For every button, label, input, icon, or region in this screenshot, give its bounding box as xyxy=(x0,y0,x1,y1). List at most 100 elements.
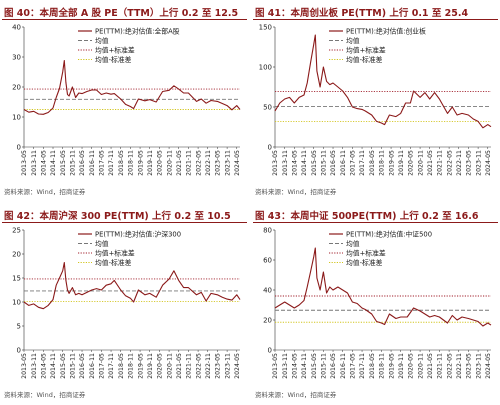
x-tick-label: 2015-11 xyxy=(70,150,77,176)
chart-title: 图 43：本周中证 500PE(TTM) 上行 0.2 至 16.6 xyxy=(255,211,479,222)
x-tick-label: 2015-05 xyxy=(60,150,67,176)
x-tick-label: 2013-05 xyxy=(272,353,279,379)
title-divider xyxy=(2,222,247,223)
chart-panel-chinext: 图 41：本周创业板 PE(TTM) 上行 0.1 至 25.4 0 50 100 1… xyxy=(253,2,498,200)
x-tick-label: 2016-05 xyxy=(330,353,337,379)
y-tick-label: 20 xyxy=(263,317,272,325)
x-tick-label: 2021-05 xyxy=(427,150,434,176)
y-tick-label: 0 xyxy=(268,347,272,355)
x-tick-label: 2015-05 xyxy=(60,353,67,379)
y-tick-label: 0 xyxy=(17,144,21,152)
x-tick-label: 2016-05 xyxy=(330,150,337,176)
y-tick-label: 0 xyxy=(268,144,272,152)
x-tick-label: 2019-11 xyxy=(147,150,154,176)
x-tick-label: 2020-11 xyxy=(166,353,173,379)
legend-mean-label: 均值 xyxy=(346,36,360,45)
x-tick-label: 2022-11 xyxy=(205,353,212,379)
x-tick-label: 2023-05 xyxy=(466,353,473,379)
x-tick-label: 2020-11 xyxy=(166,150,173,176)
title-divider xyxy=(2,19,247,20)
x-tick-label: 2013-11 xyxy=(31,150,38,176)
x-tick-label: 2016-11 xyxy=(89,150,96,176)
x-tick-label: 2018-05 xyxy=(369,150,376,176)
legend-plus-sd-label: 均值+标准差 xyxy=(346,46,386,55)
x-tick-label: 2021-05 xyxy=(176,150,183,176)
title-divider xyxy=(253,19,498,20)
x-tick-label: 2022-11 xyxy=(205,150,212,176)
x-tick-label: 2016-11 xyxy=(340,353,347,379)
x-tick-label: 2017-05 xyxy=(99,150,106,176)
x-tick-label: 2018-05 xyxy=(118,353,125,379)
chart-title: 图 41：本周创业板 PE(TTM) 上行 0.1 至 25.4 xyxy=(255,8,469,19)
legend-minus-sd-label: 均值-标准差 xyxy=(95,258,132,267)
x-tick-label: 2013-05 xyxy=(21,353,28,379)
y-tick-label: 10 xyxy=(12,299,21,307)
x-tick-label: 2019-05 xyxy=(388,353,395,379)
x-tick-label: 2014-11 xyxy=(301,150,308,176)
x-tick-label: 2023-11 xyxy=(475,150,482,176)
x-tick-label: 2019-11 xyxy=(398,353,405,379)
x-tick-label: 2021-11 xyxy=(437,353,444,379)
legend-mean-label: 均值 xyxy=(346,239,360,248)
x-tick-label: 2024-05 xyxy=(234,353,241,379)
chart-panel-all-a-shares: 图 40：本周全部 A 股 PE（TTM）上行 0.2 至 12.5 0 10 20… xyxy=(2,2,247,200)
y-tick-label: 5 xyxy=(17,323,21,331)
x-tick-label: 2014-05 xyxy=(41,150,48,176)
x-tick-label: 2015-11 xyxy=(321,150,328,176)
x-tick-label: 2019-05 xyxy=(137,353,144,379)
x-tick-label: 2023-11 xyxy=(475,353,482,379)
chart-panel-csi500: 图 43：本周中证 500PE(TTM) 上行 0.2 至 16.6 0 20 40… xyxy=(253,205,498,403)
x-tick-label: 2021-11 xyxy=(186,150,193,176)
x-tick-label: 2014-11 xyxy=(50,353,57,379)
x-tick-label: 2020-11 xyxy=(417,353,424,379)
x-tick-label: 2022-11 xyxy=(456,150,463,176)
x-tick-label: 2023-11 xyxy=(224,150,231,176)
y-tick-label: 40 xyxy=(12,24,21,32)
y-tick-label: 20 xyxy=(12,251,21,259)
x-tick-label: 2013-11 xyxy=(282,353,289,379)
pe-series-line xyxy=(23,60,241,115)
legend-minus-sd-label: 均值-标准差 xyxy=(346,258,383,267)
x-tick-label: 2016-11 xyxy=(89,353,96,379)
x-tick-label: 2022-05 xyxy=(446,150,453,176)
source-note: 资料来源：Wind，招商证券 xyxy=(255,391,337,399)
legend-plus-sd-label: 均值+标准差 xyxy=(346,249,386,258)
chart-title: 图 42：本周沪深 300 PE(TTM) 上行 0.2 至 10.5 xyxy=(4,211,231,222)
x-tick-label: 2024-05 xyxy=(485,150,492,176)
pe-series-line xyxy=(274,247,492,327)
x-tick-label: 2017-11 xyxy=(108,353,115,379)
y-tick-label: 30 xyxy=(12,54,21,62)
x-tick-label: 2020-05 xyxy=(408,353,415,379)
x-tick-label: 2019-11 xyxy=(398,150,405,176)
legend-mean-label: 均值 xyxy=(95,36,109,45)
x-tick-label: 2015-11 xyxy=(70,353,77,379)
x-tick-label: 2014-05 xyxy=(292,353,299,379)
x-tick-label: 2024-05 xyxy=(234,150,241,176)
x-tick-label: 2023-05 xyxy=(466,150,473,176)
title-divider xyxy=(253,222,498,223)
x-tick-label: 2014-11 xyxy=(50,150,57,176)
x-tick-label: 2022-05 xyxy=(195,353,202,379)
legend-minus-sd-label: 均值-标准差 xyxy=(346,55,383,64)
y-tick-label: 20 xyxy=(12,84,21,92)
source-note: 资料来源：Wind，招商证券 xyxy=(4,391,86,399)
legend-pe-label: PE(TTM):绝对估值:中证500 xyxy=(346,230,432,239)
y-tick-label: 150 xyxy=(259,24,272,32)
x-tick-label: 2014-05 xyxy=(292,150,299,176)
x-tick-label: 2021-05 xyxy=(427,353,434,379)
source-note: 资料来源：Wind，招商证券 xyxy=(255,188,337,196)
x-tick-label: 2019-11 xyxy=(147,353,154,379)
y-tick-label: 80 xyxy=(263,227,272,235)
y-tick-label: 50 xyxy=(263,104,272,112)
chart-title: 图 40：本周全部 A 股 PE（TTM）上行 0.2 至 12.5 xyxy=(4,8,239,19)
x-tick-label: 2023-05 xyxy=(215,150,222,176)
x-tick-label: 2016-05 xyxy=(79,150,86,176)
pe-series-line xyxy=(274,34,492,129)
x-tick-label: 2020-05 xyxy=(408,150,415,176)
x-tick-label: 2015-05 xyxy=(311,150,318,176)
legend-plus-sd-label: 均值+标准差 xyxy=(95,46,135,55)
